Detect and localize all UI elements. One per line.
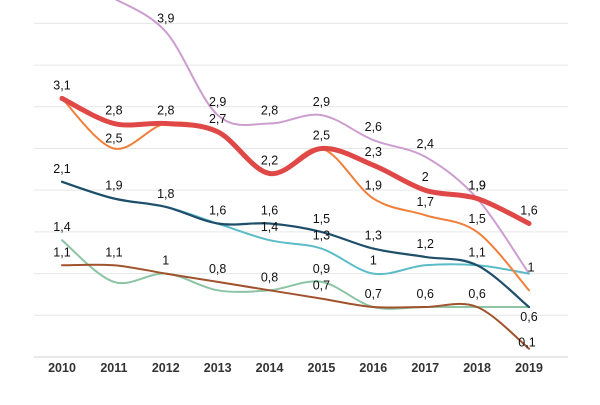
x-tick-label: 2011	[100, 361, 127, 375]
data-label-teal: 1,3	[313, 229, 330, 243]
x-tick-label: 2013	[204, 361, 232, 375]
data-label-red: 2,2	[261, 154, 278, 168]
x-tick-label: 2018	[463, 361, 491, 375]
data-label-brown: 0,8	[209, 262, 226, 276]
data-label-red: 2,8	[157, 103, 174, 117]
data-label-orange: 1,5	[468, 212, 485, 226]
data-label-brown: 0,7	[365, 287, 382, 301]
series-line-red	[59, 95, 532, 226]
data-label-violet: 2,9	[313, 95, 330, 109]
data-label-brown: 0,8	[261, 270, 278, 284]
data-label-brown: 0,7	[313, 279, 330, 293]
data-label-navy: 1,2	[417, 237, 434, 251]
data-label-navy: 1,6	[209, 204, 226, 218]
data-label-navy: 1,5	[313, 212, 330, 226]
series-lines	[59, 0, 532, 350]
data-label-violet: 2,9	[209, 95, 226, 109]
data-label-red: 2,3	[365, 145, 382, 159]
data-label-navy: 2,1	[53, 162, 70, 176]
data-label-red: 2,7	[209, 112, 226, 126]
data-label-brown: 0,6	[468, 287, 485, 301]
data-label-sage: 1,4	[53, 220, 70, 234]
series-line-navy	[60, 180, 531, 309]
data-label-navy: 1,3	[365, 229, 382, 243]
data-label-teal: 1	[370, 254, 377, 268]
data-label-violet: 2,4	[417, 137, 434, 151]
data-label-brown: 1,1	[53, 245, 70, 259]
data-label-brown: 1,1	[105, 245, 122, 259]
data-label-violet: 2,8	[261, 103, 278, 117]
data-label-teal: 1	[528, 261, 535, 275]
x-tick-label: 2016	[359, 361, 387, 375]
data-label-teal: 1,4	[261, 220, 278, 234]
series-line-violet	[114, 0, 530, 275]
series-line-brown	[61, 263, 530, 350]
data-label-red: 3,1	[53, 78, 70, 92]
data-label-navy: 1,9	[105, 179, 122, 193]
data-labels: 4,33,92,92,82,92,62,41,93,12,82,82,72,22…	[53, 12, 537, 350]
data-label-orange: 1,9	[365, 179, 382, 193]
data-label-red: 2,8	[105, 103, 122, 117]
data-label-violet: 2,6	[365, 120, 382, 134]
data-label-orange: 2,5	[105, 131, 122, 145]
data-label-orange: 1,7	[417, 195, 434, 209]
x-tick-label: 2010	[48, 361, 76, 375]
data-label-sage: 0,9	[313, 262, 330, 276]
data-label-navy: 1,6	[261, 204, 278, 218]
data-label-violet: 3,9	[157, 12, 174, 26]
data-label-red: 1,9	[468, 179, 485, 193]
data-label-red: 2,5	[313, 128, 330, 142]
data-label-navy: 1,8	[157, 187, 174, 201]
x-tick-label: 2017	[411, 361, 439, 375]
data-label-brown: 1	[162, 254, 169, 268]
x-tick-label: 2012	[152, 361, 180, 375]
series-line-sage	[61, 239, 530, 310]
data-label-brown: 0,6	[417, 287, 434, 301]
data-label-red: 2	[422, 170, 429, 184]
data-label-navy: 1,1	[468, 245, 485, 259]
data-label-navy: 0,6	[520, 310, 537, 324]
x-tick-label: 2019	[515, 361, 543, 375]
data-label-brown: 0,1	[518, 336, 535, 350]
x-tick-label: 2015	[308, 361, 336, 375]
data-label-violet: 1,9	[468, 179, 485, 193]
x-tick-label: 2014	[256, 361, 284, 375]
data-label-red: 1,6	[520, 204, 537, 218]
x-axis-ticks: 2010 2011 2012 2013 2014 2015 2016 2017 2018 2019	[48, 361, 543, 375]
